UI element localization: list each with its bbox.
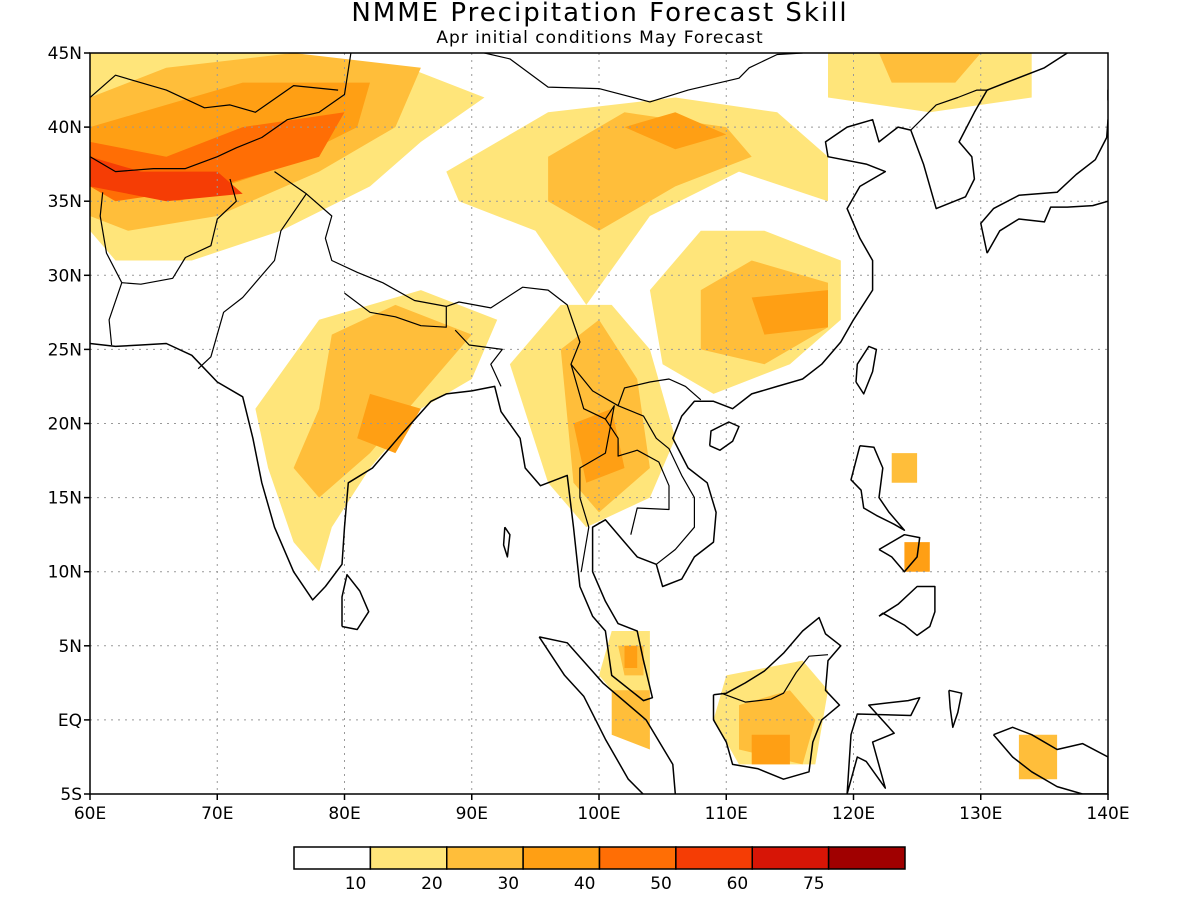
map-subtitle: Apr initial conditions May Forecast <box>436 28 764 48</box>
lat-tick-label: 20N <box>48 415 82 435</box>
coast-hainan <box>708 421 740 451</box>
latitude-axis: 45N 40N 35N 30N 25N 20N 15N 10N 5N EQ 5S <box>48 44 90 805</box>
longitude-axis: 60E 70E 80E 90E 100E 110E 120E 130E 140E <box>74 794 1130 824</box>
border-kazakhstan <box>90 74 339 113</box>
skill-region-central-asia-level-5 <box>90 156 243 202</box>
coast-sri-lanka <box>341 573 370 631</box>
coast-sumatra <box>538 636 677 794</box>
border-iran-afghanistan <box>99 192 123 346</box>
coast-japan-honshu <box>980 118 1108 254</box>
graticule-layer <box>90 53 1108 794</box>
coast-halmahera <box>948 689 963 729</box>
border-himalaya <box>305 193 702 407</box>
border-laos-vietnam <box>617 405 696 565</box>
lat-tick-label: 35N <box>48 192 82 212</box>
lon-tick-label: 100E <box>577 804 620 824</box>
border-korea <box>910 89 989 131</box>
lon-tick-label: 120E <box>832 804 875 824</box>
coast-borneo <box>712 616 842 780</box>
skill-shading-layer <box>90 53 1058 780</box>
lat-tick-label: 25N <box>48 340 82 360</box>
lat-tick-label: 45N <box>48 44 82 64</box>
colorbar-label: 50 <box>650 874 672 894</box>
colorbar-swatch <box>522 846 601 870</box>
skill-region-philippines-level-2 <box>891 453 918 483</box>
lat-tick-label: 40N <box>48 118 82 138</box>
coast-andaman <box>502 526 511 558</box>
lon-tick-label: 60E <box>74 804 106 824</box>
lon-tick-label: 70E <box>201 804 233 824</box>
colorbar-swatch <box>827 846 906 870</box>
skill-region-sumatra-level-3 <box>624 645 638 668</box>
colorbar-label: 75 <box>803 874 825 894</box>
colorbar-swatch <box>675 846 753 870</box>
skill-region-new-guinea-level-2 <box>1018 734 1058 780</box>
coast-mindanao <box>878 585 936 637</box>
lon-tick-label: 130E <box>959 804 1002 824</box>
skill-region-tibet-china-level-3 <box>624 112 727 150</box>
colorbar-label: 20 <box>421 874 443 894</box>
map-title: NMME Precipitation Forecast Skill <box>351 0 849 28</box>
border-malaysia-borneo <box>720 654 829 703</box>
lon-tick-label: 80E <box>328 804 360 824</box>
coast-sulawesi <box>846 696 921 794</box>
border-bangladesh <box>454 329 503 387</box>
colorbar-swatch <box>293 846 372 870</box>
lat-tick-label: EQ <box>58 711 82 731</box>
border-nepal <box>344 292 447 328</box>
colorbar-label: 30 <box>497 874 519 894</box>
skill-region-mongolia-level-2 <box>879 53 981 83</box>
lon-tick-label: 90E <box>456 804 488 824</box>
lat-tick-label: 10N <box>48 563 82 583</box>
border-afghanistan-pakistan <box>121 178 237 285</box>
lat-tick-label: 5N <box>58 637 82 657</box>
border-pakistan-india <box>197 171 307 370</box>
border-laos-thailand <box>604 418 670 535</box>
coast-taiwan <box>855 345 878 395</box>
skill-region-india-level-3 <box>357 393 421 454</box>
coast-new-guinea <box>992 726 1108 794</box>
lat-tick-label: 15N <box>48 489 82 509</box>
colorbar-label: 40 <box>574 874 596 894</box>
lat-tick-label: 5S <box>60 785 82 805</box>
colorbar-label: 10 <box>345 874 367 894</box>
skill-region-south-china-level-3 <box>751 290 828 335</box>
colorbar-swatch <box>751 846 830 870</box>
lon-tick-label: 110E <box>705 804 748 824</box>
colorbar: 10 20 30 40 50 60 75 <box>293 846 906 894</box>
border-china-mongolia <box>481 53 803 103</box>
colorbar-swatch <box>446 846 524 870</box>
coast-luzon <box>850 444 906 531</box>
colorbar-swatch <box>598 846 677 870</box>
lon-tick-label: 140E <box>1086 804 1129 824</box>
coast-hokkaido <box>1107 88 1108 102</box>
country-border-layer <box>90 53 989 703</box>
border-central-asia <box>90 53 352 173</box>
colorbar-swatch <box>369 846 448 870</box>
border-myanmar-thai <box>570 364 615 572</box>
skill-region-borneo-level-3 <box>751 734 790 765</box>
coast-visayas <box>878 533 921 573</box>
lat-tick-label: 30N <box>48 266 82 286</box>
colorbar-label: 60 <box>727 874 749 894</box>
